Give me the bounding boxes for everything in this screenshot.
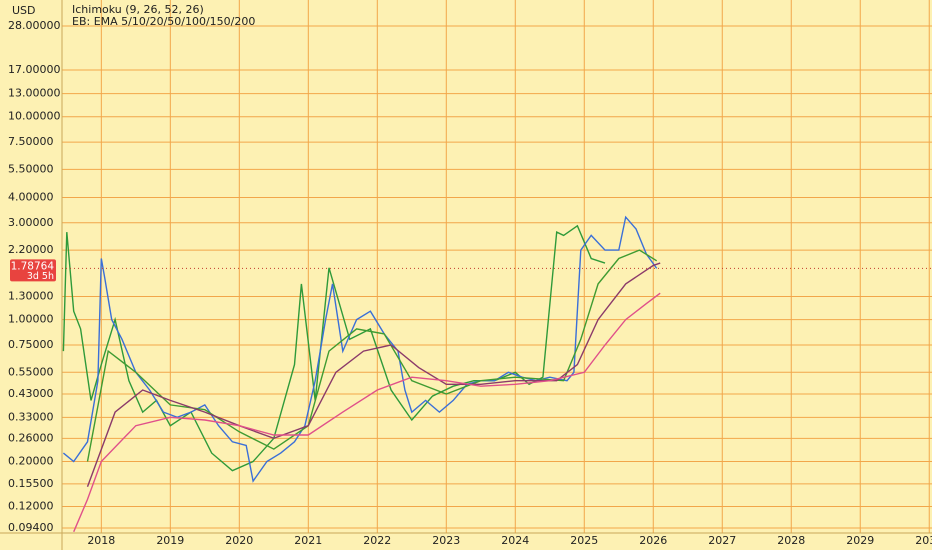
y-tick-label: 1.00000: [8, 313, 54, 326]
y-tick-label: 0.33000: [8, 410, 54, 423]
x-tick-label: 2026: [639, 534, 667, 547]
x-tick-label: 2020: [225, 534, 253, 547]
x-tick-label: 2025: [570, 534, 598, 547]
currency-label: USD: [12, 4, 36, 17]
y-tick-label: 0.75000: [8, 338, 54, 351]
x-tick-label: 2028: [777, 534, 805, 547]
x-tick-label: 2019: [156, 534, 184, 547]
y-tick-label: 5.50000: [8, 162, 54, 175]
y-tick-label: 2.20000: [8, 243, 54, 256]
y-tick-label: 4.00000: [8, 190, 54, 203]
countdown-label: 3d 5h: [27, 271, 54, 282]
y-tick-label: 0.09400: [8, 521, 54, 534]
last-price-label: 1.78764: [11, 260, 55, 272]
last-price-box: [10, 259, 56, 282]
y-tick-label: 0.20000: [8, 454, 54, 467]
x-tick-label: 2027: [708, 534, 736, 547]
y-tick-label: 17.00000: [8, 63, 61, 76]
x-tick-label: 2024: [501, 534, 529, 547]
y-tick-label: 3.00000: [8, 216, 54, 229]
price-line: [73, 292, 661, 533]
indicator-label: EB: EMA 5/10/20/50/100/150/200: [72, 15, 255, 28]
y-tick-label: 1.30000: [8, 290, 54, 303]
x-tick-label: 2018: [87, 534, 115, 547]
y-tick-label: 13.00000: [8, 87, 61, 100]
price-line: [86, 249, 658, 462]
y-tick-label: 28.00000: [8, 19, 61, 32]
y-tick-label: 0.26000: [8, 431, 54, 444]
x-tick-label: 2022: [363, 534, 391, 547]
y-tick-label: 7.50000: [8, 135, 54, 148]
x-tick-label: 2023: [432, 534, 460, 547]
y-tick-label: 0.55000: [8, 365, 54, 378]
x-tick-label: 2029: [846, 534, 874, 547]
y-tick-label: 0.43000: [8, 387, 54, 400]
x-tick-label: 2021: [294, 534, 322, 547]
y-tick-label: 0.15500: [8, 477, 54, 490]
y-tick-label: 10.00000: [8, 110, 61, 123]
indicator-label: Ichimoku (9, 26, 52, 26): [72, 3, 204, 16]
price-line: [62, 215, 658, 483]
x-tick-label: 2030: [915, 534, 932, 547]
y-tick-label: 0.12000: [8, 499, 54, 512]
price-line: [86, 262, 661, 488]
